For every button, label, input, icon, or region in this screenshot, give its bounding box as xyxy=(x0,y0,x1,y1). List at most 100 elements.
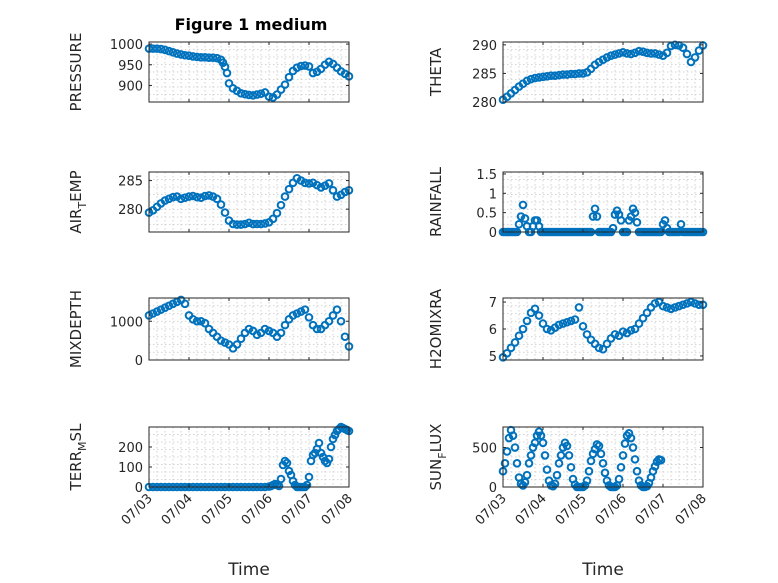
axes-box-sun_flux xyxy=(502,426,704,488)
data-point xyxy=(148,44,158,53)
data-point xyxy=(252,90,262,99)
data-point xyxy=(542,324,552,334)
data-point xyxy=(200,191,210,201)
data-point xyxy=(200,53,210,62)
data-point xyxy=(526,451,536,460)
data-point xyxy=(632,218,642,227)
data-point xyxy=(500,459,510,468)
data-point xyxy=(522,470,532,480)
y-axis-label-terr_msl: TERRMSL xyxy=(67,423,89,492)
data-point xyxy=(678,300,688,310)
data-point xyxy=(212,53,222,63)
data-point xyxy=(232,220,242,229)
data-point xyxy=(594,343,604,353)
data-point xyxy=(578,322,588,331)
data-point xyxy=(324,179,334,188)
data-point xyxy=(538,438,548,448)
data-point xyxy=(666,304,676,314)
series-sun_flux xyxy=(498,425,666,492)
data-point xyxy=(638,47,648,57)
y-tick-label: 1000 xyxy=(110,315,143,330)
data-point xyxy=(300,305,310,314)
axes-box-terr_msl xyxy=(148,426,350,488)
axes-box-air_temp xyxy=(148,171,350,233)
data-point xyxy=(208,53,218,63)
y-tick-label: 280 xyxy=(472,96,497,111)
data-point xyxy=(164,194,174,204)
data-point xyxy=(666,41,676,51)
data-point xyxy=(530,73,540,83)
data-point xyxy=(196,193,206,203)
data-point xyxy=(236,334,246,343)
data-point xyxy=(578,69,588,78)
y-axis-label-theta: THETA xyxy=(427,47,445,97)
y-axis-label-subscript: F xyxy=(436,452,449,458)
y-axis-label-air_temp: AIRTEMP xyxy=(67,170,89,233)
data-point xyxy=(610,50,620,59)
data-point xyxy=(538,319,548,328)
data-point xyxy=(300,178,310,188)
panel-mixdepth: 0 1000 MIXDEPTH xyxy=(67,290,354,369)
data-point xyxy=(168,192,178,202)
data-point xyxy=(626,433,636,443)
data-point xyxy=(502,348,512,358)
data-point xyxy=(510,443,520,452)
data-point xyxy=(326,442,336,452)
y-tick-label: 280 xyxy=(118,203,143,218)
data-point xyxy=(276,85,286,94)
y-tick-label: 1000 xyxy=(110,38,143,53)
data-point xyxy=(292,63,302,72)
y-tick-label: 0 xyxy=(489,481,497,496)
data-point xyxy=(324,454,334,464)
data-point xyxy=(626,326,636,335)
data-point xyxy=(222,68,232,78)
data-point xyxy=(328,311,338,320)
y-tick-label: 0 xyxy=(135,354,143,369)
data-point xyxy=(188,191,198,201)
data-point xyxy=(632,466,642,476)
y-axis-label-main: SUN xyxy=(427,459,445,491)
data-point xyxy=(584,466,594,476)
grid-mixdepth xyxy=(149,298,349,360)
series-theta xyxy=(498,40,708,105)
y-tick-label: 500 xyxy=(472,442,497,457)
y-tick-label: 950 xyxy=(118,59,143,74)
data-point xyxy=(654,50,664,59)
data-point xyxy=(574,69,584,78)
data-point xyxy=(304,179,314,188)
data-point xyxy=(596,449,606,459)
data-point xyxy=(184,192,194,201)
data-point xyxy=(622,49,632,58)
panel-pressure: 900 950 1000 PRESSURE xyxy=(67,33,354,112)
y-tick-label: 285 xyxy=(118,175,143,190)
data-point xyxy=(340,332,350,342)
data-point xyxy=(518,324,528,334)
y-axis-label-pressure: PRESSURE xyxy=(67,33,85,112)
data-point xyxy=(526,74,536,84)
data-point xyxy=(634,319,644,328)
data-point xyxy=(542,465,552,474)
data-point xyxy=(630,455,640,464)
data-point xyxy=(256,89,266,99)
data-point xyxy=(180,50,190,60)
data-point xyxy=(570,69,580,79)
y-tick-label: 200 xyxy=(118,441,143,456)
y-tick-label: 0 xyxy=(135,481,143,496)
data-point xyxy=(236,89,246,98)
data-point xyxy=(686,297,696,307)
data-point xyxy=(188,52,198,61)
data-point xyxy=(662,48,672,58)
data-point xyxy=(336,316,346,326)
panel-air_temp: 280 285 AIRTEMP xyxy=(67,170,354,234)
data-point xyxy=(248,219,258,229)
data-point xyxy=(312,324,322,334)
data-point xyxy=(630,208,640,217)
data-point xyxy=(308,68,318,78)
data-point xyxy=(554,320,564,330)
data-point xyxy=(216,200,226,209)
data-point xyxy=(630,48,640,58)
data-point xyxy=(160,196,170,205)
data-point xyxy=(522,76,532,86)
data-point xyxy=(276,474,286,484)
y-tick-label: 0.5 xyxy=(476,207,497,222)
